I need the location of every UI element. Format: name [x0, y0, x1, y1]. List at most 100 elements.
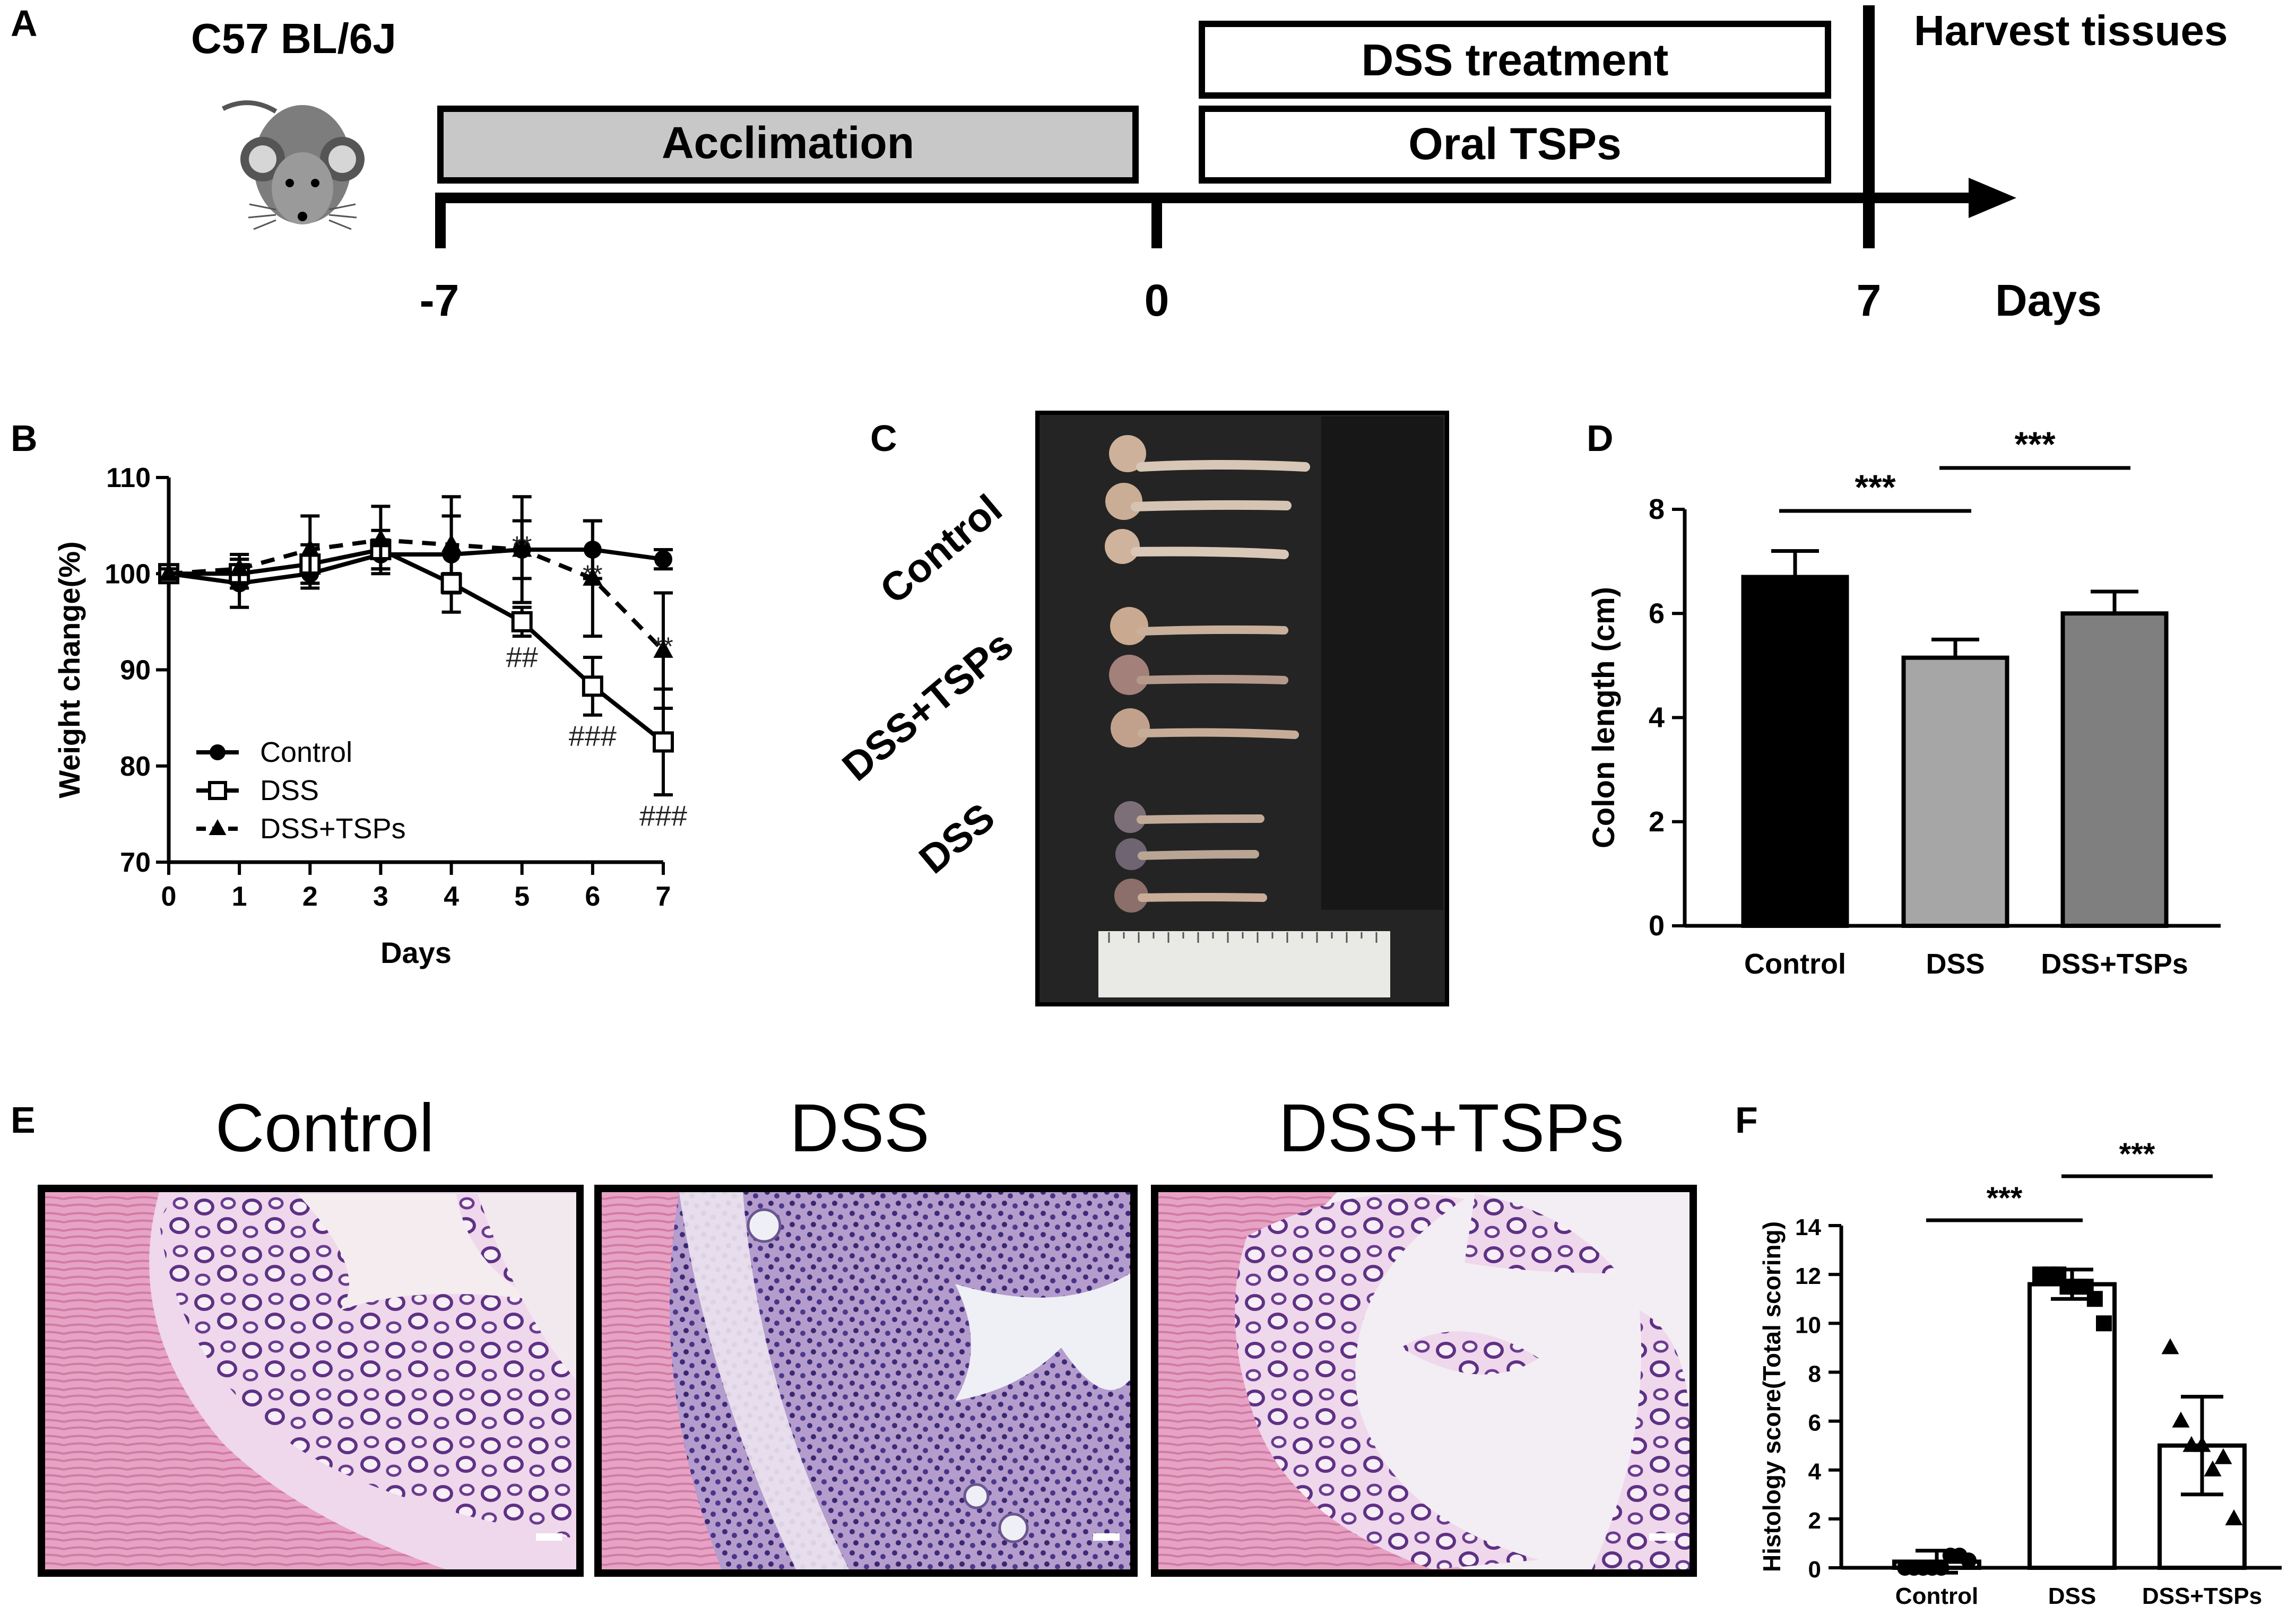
y-tick-label: 0 [1649, 910, 1665, 942]
histology-image-dss-tsps [1151, 1185, 1697, 1577]
category-label: DSS+TSPs [2142, 1583, 2262, 1609]
tick-label-7: 7 [1857, 275, 1882, 325]
data-point [511, 611, 533, 632]
data-point [512, 539, 532, 557]
dss-treatment-label: DSS treatment [1362, 35, 1669, 85]
mouse-icon [221, 100, 365, 230]
significance-annotation: ### [639, 800, 687, 832]
panel-b: B 70 80 90 100 110 0 1 2 3 4 5 6 7 Days Weight change(… [11, 418, 687, 969]
x-tick-label: 4 [444, 881, 459, 912]
category-label: DSS [1926, 948, 1985, 980]
x-axis-title: Days [380, 936, 452, 969]
category-label: Control [1744, 948, 1846, 980]
data-point [440, 572, 462, 594]
category-label: DSS+TSPs [2041, 948, 2188, 980]
y-tick-label: 12 [1795, 1263, 1821, 1289]
x-tick-label: 6 [585, 881, 600, 912]
y-axis-title: Colon length (cm) [1587, 587, 1621, 848]
data-point [654, 550, 672, 569]
legend-label: DSS+TSPs [260, 813, 406, 845]
significance-annotation: ** [512, 532, 532, 560]
data-point [2096, 1315, 2112, 1332]
y-axis-title: Histology score(Total scoring) [1758, 1221, 1786, 1572]
y-tick-label: 4 [1649, 702, 1665, 734]
panel-c: C Control DSS+TSPs DSS [834, 411, 1449, 1006]
significance-label: *** [1987, 1181, 2023, 1215]
y-tick-label: 10 [1795, 1312, 1821, 1338]
data-point [208, 781, 227, 800]
data-point [653, 639, 673, 658]
y-tick-label: 70 [120, 847, 151, 878]
colon-dss-1 [1114, 801, 1264, 833]
data-point [229, 558, 249, 576]
legend-entry: DSS+TSPs [196, 813, 406, 845]
x-tick-label: 3 [373, 881, 388, 912]
data-point [583, 567, 603, 586]
bar-dss-tsps [2060, 611, 2169, 928]
data-point [1961, 1552, 1977, 1569]
data-point [653, 731, 674, 753]
y-tick-label: 2 [1808, 1508, 1821, 1534]
dss-treatment-box [1199, 21, 1831, 99]
significance-annotation: ### [569, 720, 617, 752]
y-tick-label: 90 [120, 655, 151, 686]
scale-bar-dss [1093, 1533, 1120, 1541]
scale-bar-dss-tsps [1649, 1533, 1676, 1541]
x-tick-label: 1 [232, 881, 247, 912]
bar-dss [1901, 655, 2009, 928]
timeline-arrowhead [1969, 178, 2016, 218]
y-tick-label: 14 [1795, 1214, 1821, 1240]
significance-annotation: ** [583, 560, 602, 588]
legend-entry: Control [196, 736, 352, 768]
data-point [441, 534, 462, 552]
y-tick-label: 4 [1808, 1459, 1822, 1485]
panel-letter-d: D [1587, 418, 1614, 459]
histology-score-chart: 0 2 4 6 8 10 12 14 Histology score(Total scoring… [1758, 1137, 2282, 1609]
acclimation-label: Acclimation [662, 118, 914, 168]
colon-length-chart: 0 2 4 6 8 Colon length (cm) Control DSS DSS+TSPs… [1587, 424, 2221, 980]
x-tick-label: 0 [161, 881, 177, 912]
y-tick-label: 8 [1808, 1361, 1821, 1387]
panel-letter-b: B [11, 418, 38, 459]
significance-annotation: ## [506, 641, 538, 673]
y-tick-label: 100 [105, 559, 151, 589]
acclimation-box [437, 106, 1139, 184]
data-point [2086, 1291, 2103, 1307]
y-axis-title: Weight change(%) [53, 541, 86, 798]
data-point [2225, 1509, 2243, 1525]
histology-image-control [38, 1185, 584, 1577]
colon-dss-3 [1114, 879, 1267, 913]
panel-letter-f: F [1735, 1099, 1758, 1141]
panel-letter-a: A [11, 3, 38, 44]
significance-label: *** [2119, 1137, 2155, 1171]
histology-title-control: Control [215, 1090, 435, 1166]
series-line [168, 537, 665, 653]
significance-annotation: ** [653, 632, 673, 661]
significance-label: *** [2014, 424, 2055, 464]
colon-photo [1035, 411, 1449, 1006]
panel-letter-e: E [11, 1099, 36, 1141]
colon-dss-tsps-3 [1111, 708, 1299, 748]
weight-change-chart: 70 80 90 100 110 0 1 2 3 4 5 6 7 Days Weight change(%)… [53, 463, 687, 969]
colon-dss-tsps-1 [1110, 607, 1288, 645]
ruler [1098, 931, 1390, 997]
data-point [2161, 1338, 2179, 1354]
row-label-control: Control [872, 486, 1011, 613]
tick-label-minus7: -7 [420, 275, 460, 325]
category-label: DSS [2048, 1583, 2096, 1609]
data-point [300, 539, 320, 557]
x-tick-label: 7 [656, 881, 671, 912]
panel-a: A C57 BL/6J Acclimation DSS treatment Or… [11, 3, 2228, 325]
series-dss-tsps [159, 505, 673, 710]
y-tick-label: 0 [1808, 1557, 1821, 1583]
bar-dss [2028, 1282, 2117, 1570]
panel-letter-c: C [870, 418, 897, 459]
histology-title-dss: DSS [790, 1090, 929, 1166]
x-tick-label: 5 [514, 881, 530, 912]
row-label-dss: DSS [911, 795, 1003, 883]
row-label-dss-tsps: DSS+TSPs [834, 622, 1022, 789]
panel-e: E Control DSS DSS+TSPs [11, 1090, 1697, 1577]
data-point [159, 562, 179, 581]
data-point [370, 529, 391, 548]
